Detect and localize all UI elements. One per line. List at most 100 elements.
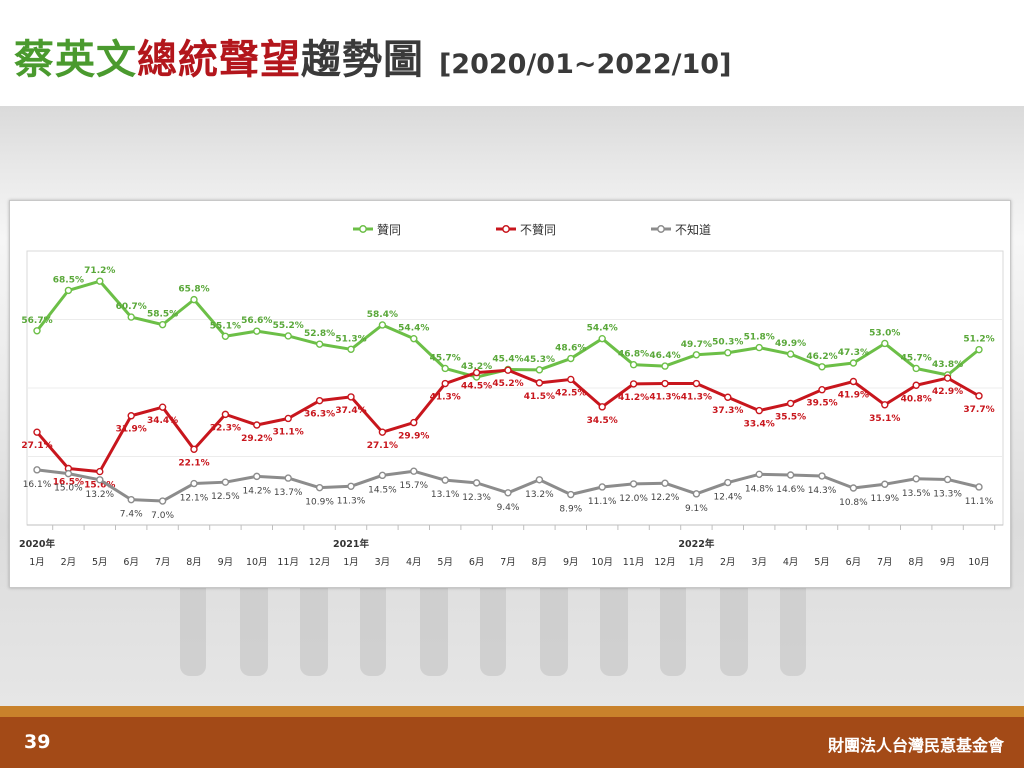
data-label: 45.4%: [492, 355, 523, 365]
data-label: 47.3%: [838, 348, 869, 358]
data-point: [221, 478, 230, 486]
data-point: [629, 380, 638, 388]
data-label: 13.2%: [86, 490, 115, 500]
data-point: [535, 379, 544, 387]
data-label: 35.5%: [775, 412, 806, 422]
x-tick-label: 10月: [246, 557, 268, 568]
data-label: 8.9%: [559, 505, 582, 515]
data-point: [598, 483, 606, 491]
data-label: 40.8%: [901, 394, 932, 404]
data-label: 15.0%: [54, 484, 83, 494]
data-point: [598, 403, 606, 411]
data-label: 37.3%: [712, 406, 743, 416]
data-label: 12.4%: [714, 493, 743, 503]
x-tick-label: 4月: [406, 557, 422, 568]
series-0: 56.7% 68.5%71.2% 60.7%58.5% 65.8% 55.1%56.6%…: [21, 266, 995, 381]
data-point: [912, 381, 920, 389]
data-point: [692, 490, 701, 498]
data-point: [378, 428, 387, 436]
data-point: [692, 351, 701, 359]
data-label: 35.1%: [869, 414, 900, 424]
data-point: [127, 495, 135, 504]
title-date-range: [2020/01~2022/10]: [438, 49, 732, 80]
data-label: 14.6%: [776, 485, 805, 495]
x-tick-label: 3月: [751, 557, 767, 568]
data-label: 27.1%: [367, 441, 398, 451]
series-2: 16.1% 15.0%13.2%7.4% 7.0%12.1% 12.5%14.2% 13…: [23, 466, 994, 521]
year-label: 2021年: [333, 538, 369, 550]
data-label: 13.1%: [431, 490, 460, 500]
data-label: 29.9%: [398, 432, 429, 442]
data-point: [724, 349, 732, 357]
data-label: 53.0%: [869, 328, 900, 338]
data-point: [378, 321, 387, 329]
data-label: 16.5%: [53, 477, 84, 487]
x-tick-label: 3月: [375, 557, 391, 568]
data-label: 12.5%: [211, 492, 240, 502]
x-tick-label: 4月: [783, 557, 799, 568]
data-label: 55.1%: [210, 321, 241, 331]
data-label: 46.8%: [618, 350, 649, 360]
year-label: 2022年: [678, 538, 714, 550]
data-label: 54.4%: [587, 324, 618, 334]
data-label: 29.2%: [241, 434, 272, 444]
data-point: [567, 354, 575, 363]
data-label: 31.9%: [116, 425, 147, 435]
data-point: [33, 466, 41, 474]
data-label: 46.4%: [649, 351, 680, 361]
x-tick-label: 2月: [61, 557, 77, 568]
data-point: [755, 406, 763, 415]
data-point: [943, 374, 952, 382]
data-label: 49.7%: [681, 340, 712, 350]
data-point: [724, 393, 732, 401]
data-label: 37.7%: [963, 405, 994, 415]
data-point: [629, 480, 638, 488]
data-label: 9.4%: [497, 503, 520, 513]
data-label: 11.9%: [871, 494, 900, 504]
data-label: 31.1%: [273, 427, 304, 437]
data-label: 48.6%: [555, 344, 586, 354]
data-point: [472, 479, 481, 487]
x-tick-label: 8月: [532, 557, 548, 568]
data-point: [315, 483, 324, 492]
title-subject: 總統聲望: [137, 37, 301, 83]
data-label: 46.2%: [806, 352, 837, 362]
data-label: 9.1%: [685, 504, 708, 514]
data-point: [127, 412, 135, 420]
x-tick-label: 5月: [92, 557, 108, 568]
data-label: 56.6%: [241, 316, 272, 326]
data-point: [190, 295, 198, 304]
data-label: 15.6%: [84, 481, 115, 491]
year-label: 2020年: [19, 538, 55, 550]
data-label: 10.8%: [839, 498, 868, 508]
x-tick-label: 6月: [123, 557, 139, 568]
x-tick-label: 11月: [623, 557, 645, 568]
x-tick-label: 6月: [469, 557, 485, 568]
data-point: [786, 399, 795, 408]
data-point: [410, 418, 418, 427]
data-label: 43.2%: [461, 362, 492, 372]
data-point: [190, 445, 198, 454]
x-tick-label: 1月: [343, 557, 359, 568]
data-point: [849, 377, 858, 386]
data-point: [253, 327, 261, 335]
data-point: [190, 479, 198, 488]
data-label: 45.7%: [430, 353, 461, 363]
data-label: 56.7%: [21, 316, 52, 326]
data-label: 14.3%: [808, 486, 837, 496]
data-label: 58.4%: [367, 310, 398, 320]
data-label: 33.4%: [744, 420, 775, 430]
title-suffix: 趨勢圖: [301, 37, 424, 83]
data-point: [661, 362, 669, 370]
data-label: 44.5%: [461, 382, 492, 392]
data-point: [378, 471, 387, 480]
data-point: [755, 343, 763, 352]
data-point: [724, 478, 732, 487]
data-point: [33, 327, 41, 335]
data-point: [441, 476, 449, 484]
x-tick-label: 9月: [563, 557, 579, 568]
data-point: [96, 277, 104, 285]
data-label: 60.7%: [116, 302, 147, 312]
x-tick-label: 7月: [877, 557, 893, 568]
page-number: 39: [24, 731, 51, 753]
